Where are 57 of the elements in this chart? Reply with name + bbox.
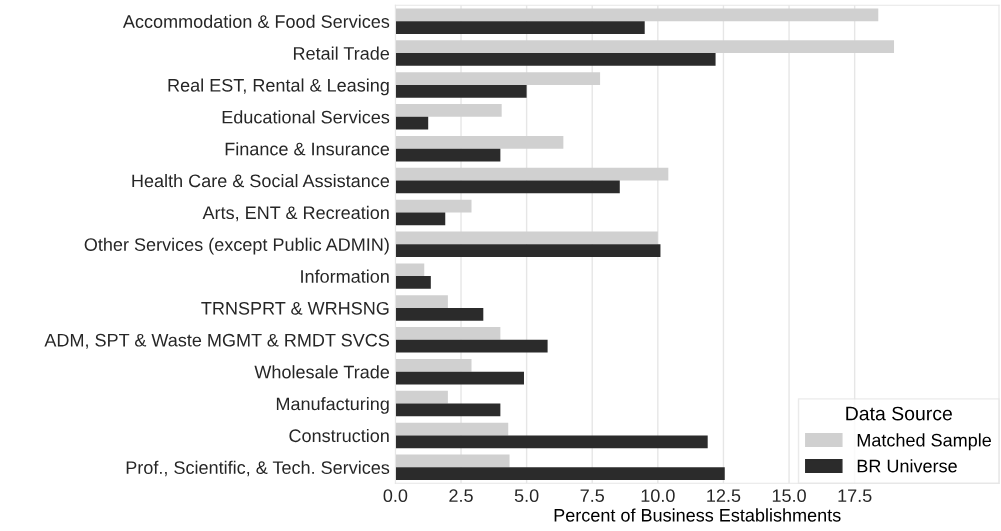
bar [395,371,524,385]
y-tick-label: Manufacturing [276,397,389,414]
y-tick-label: Accommodation & Food Services [122,14,390,28]
y-tick-label: Finance & Insurance [225,142,390,156]
legend-title: Data Source [846,406,952,421]
bar [395,231,658,245]
y-tick-label: Information [301,269,389,283]
y-tick-label: TRNSPRT & WRHSNG [201,301,389,315]
bar [395,135,564,149]
bar [395,263,425,277]
bar [395,104,502,117]
bar [395,199,472,213]
x-axis-title: Percent of Business Establishments [554,508,841,522]
bar [395,454,510,468]
y-tick-label: Wholesale Trade [254,365,390,379]
bar [395,212,446,226]
bar [395,339,548,353]
bar [395,467,725,481]
x-tick-label: 10.0 [641,489,675,503]
legend-label: BR Universe [857,459,957,473]
x-tick-label: 12.5 [707,489,741,503]
x-tick-label: 7.5 [580,489,605,503]
x-tick-label: 17.5 [838,489,872,503]
x-tick-label: 0.0 [383,489,408,503]
bar [395,167,669,181]
bar [395,8,879,22]
bar [395,327,501,340]
bar [395,148,501,162]
bar [395,422,509,436]
bar [395,390,448,404]
bar [395,53,716,66]
y-tick-label: Health Care & Social Assistance [132,174,390,188]
y-tick-label: Construction [289,428,389,443]
bar [395,116,429,130]
y-tick-label: Prof., Scientific, & Tech. Services [126,460,390,477]
bar [395,276,431,289]
x-tick-label: 5.0 [514,489,539,503]
y-tick-label: Other Services (except Public ADMIN) [84,237,389,255]
bar [395,72,601,85]
bar [395,244,661,257]
bar [395,40,895,54]
y-tick-label: Real EST, Rental & Leasing [168,78,389,96]
bar [395,435,708,449]
legend-label: Matched Sample [857,433,991,451]
bar [395,403,501,417]
y-tick-label: Arts, ENT & Recreation [202,205,389,222]
bar [395,307,484,321]
x-tick-label: 15.0 [772,489,806,503]
x-tick-label: 2.5 [449,489,473,503]
bar [395,84,527,98]
y-tick-label: Educational Services [222,110,390,124]
y-tick-label: ADM, SPT & Waste MGMT & RMDT SVCS [44,333,390,349]
bar [395,21,645,34]
y-tick-label: Retail Trade [293,46,390,60]
bar [395,295,448,308]
bar [395,358,472,372]
bar [395,180,620,194]
